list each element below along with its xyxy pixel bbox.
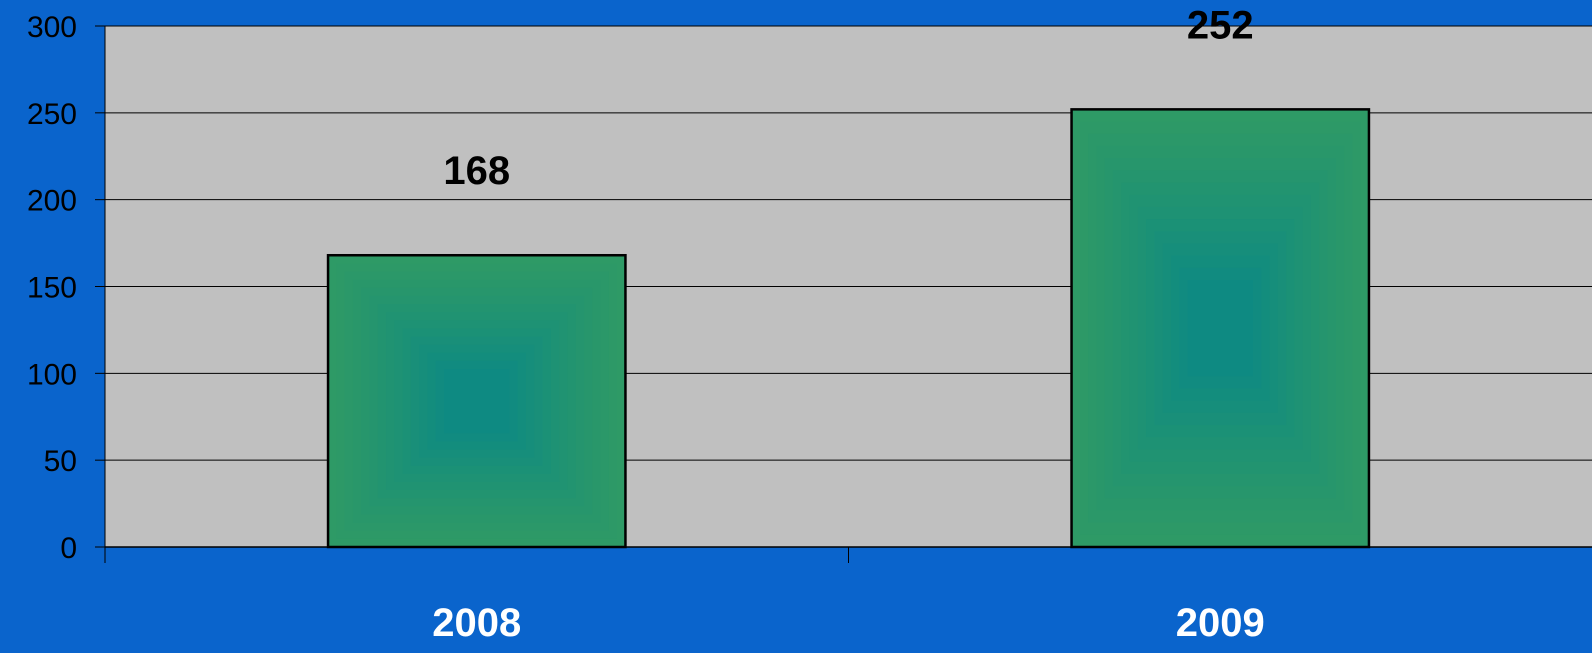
y-tick-label: 250 xyxy=(27,98,77,131)
y-tick-label: 50 xyxy=(44,445,77,478)
bar-2009 xyxy=(1070,108,1371,549)
bar-shade xyxy=(1187,280,1253,377)
labels: 0 50 100 150 200 250 300 168 2008 252 2009 xyxy=(27,3,1265,645)
bar-2008 xyxy=(326,253,627,549)
x-tick-label-2008: 2008 xyxy=(432,601,521,645)
data-label-2009: 252 xyxy=(1187,3,1254,47)
y-tick-label: 0 xyxy=(60,532,77,565)
bars xyxy=(326,108,1371,549)
y-tick-label: 100 xyxy=(27,358,77,391)
y-tick-label: 200 xyxy=(27,185,77,218)
bar-shade xyxy=(444,369,510,434)
y-tick-label: 300 xyxy=(27,11,77,44)
x-tick-label-2009: 2009 xyxy=(1176,601,1265,645)
data-label-2008: 168 xyxy=(443,149,510,193)
bar-outline xyxy=(326,253,627,549)
bar-outline xyxy=(1070,108,1371,549)
y-tick-label: 150 xyxy=(27,272,77,305)
